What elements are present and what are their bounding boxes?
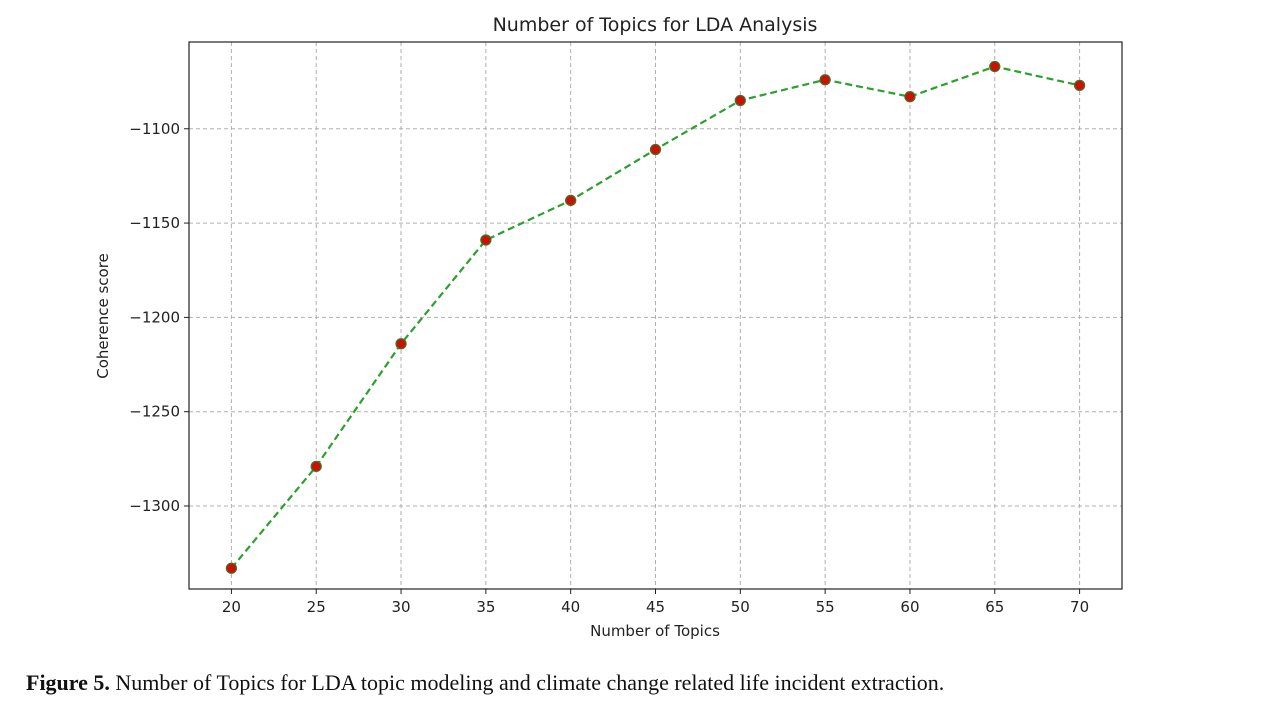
x-tick-label: 20 [222, 598, 241, 616]
x-tick-label: 25 [307, 598, 326, 616]
chart-title: Number of Topics for LDA Analysis [493, 14, 818, 36]
figure-caption-text: Number of Topics for LDA topic modeling … [109, 670, 945, 695]
x-axis-ticks: 20 25 30 35 40 45 50 55 60 65 70 [222, 589, 1089, 616]
data-point [649, 143, 662, 156]
data-point [565, 194, 577, 207]
y-axis-ticks: −1100 −1150 −1200 −1250 −1300 [129, 120, 189, 515]
data-point [395, 338, 407, 350]
data-point [734, 94, 746, 107]
x-tick-label: 65 [985, 598, 1004, 616]
data-points [225, 60, 1086, 574]
x-tick-label: 70 [1070, 598, 1089, 616]
data-point [225, 562, 238, 574]
y-tick-label: −1250 [129, 403, 180, 421]
data-point [480, 234, 492, 246]
x-tick-label: 60 [900, 598, 919, 616]
x-tick-label: 30 [391, 598, 410, 616]
y-tick-label: −1150 [129, 214, 180, 232]
data-point [310, 460, 322, 473]
y-tick-label: −1300 [129, 497, 180, 515]
y-tick-label: −1200 [129, 308, 180, 326]
data-point [989, 60, 1001, 73]
y-axis-label: Coherence score [94, 253, 112, 379]
y-tick-label: −1100 [129, 120, 180, 138]
x-tick-label: 45 [646, 598, 665, 616]
data-point [819, 74, 831, 86]
x-tick-label: 40 [561, 598, 580, 616]
data-point [904, 91, 916, 103]
grid-lines [189, 42, 1122, 589]
figure-caption-label: Figure 5. [26, 670, 110, 695]
x-tick-label: 55 [816, 598, 835, 616]
x-axis-label: Number of Topics [590, 622, 720, 640]
line-chart: Number of Topics for LDA Analysis 20 25 30… [94, 14, 1123, 640]
x-tick-label: 50 [731, 598, 750, 616]
data-point [1073, 79, 1086, 92]
figure-caption: Figure 5. Number of Topics for LDA topic… [26, 670, 944, 696]
x-tick-label: 35 [476, 598, 495, 616]
